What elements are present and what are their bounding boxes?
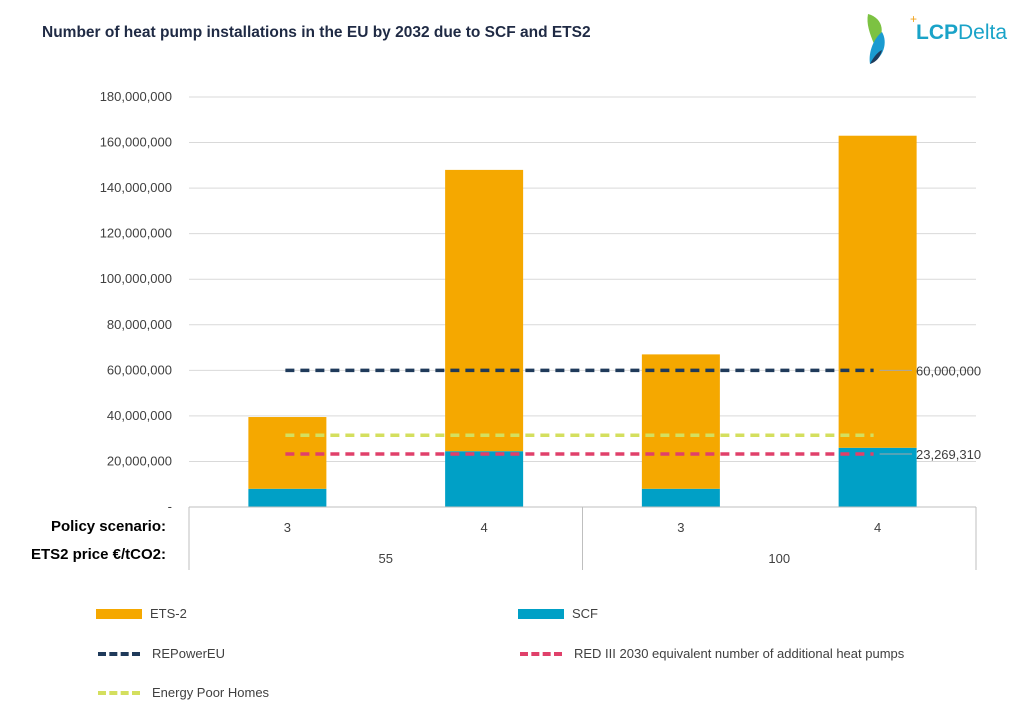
category-label: 3 xyxy=(284,520,291,535)
legend-label: REPowerEU xyxy=(152,646,225,661)
bar-ets2 xyxy=(445,169,524,452)
y-tick-label: 40,000,000 xyxy=(107,408,172,423)
legend-swatch-bar xyxy=(518,608,564,619)
category-label: 3 xyxy=(677,520,684,535)
legend-label: ETS-2 xyxy=(150,606,187,621)
legend-label: SCF xyxy=(572,606,598,621)
legend-item: Energy Poor Homes xyxy=(96,685,269,700)
bar-ets2 xyxy=(641,354,720,489)
bar-scf xyxy=(641,488,720,507)
legend-swatch-dash xyxy=(520,651,562,656)
y-tick-label: 180,000,000 xyxy=(100,89,172,104)
lcpdelta-logo: + LCPDelta xyxy=(862,10,1022,66)
chart-canvas: - 20,000,000 40,000,000 60,000,000 80,000,00… xyxy=(31,89,981,570)
y-tick-label: 80,000,000 xyxy=(107,317,172,332)
legend-item: RED III 2030 equivalent number of additi… xyxy=(518,646,904,661)
leaf-logo-icon xyxy=(867,14,885,64)
chart-title: Number of heat pump installations in the… xyxy=(42,24,591,41)
y-tick-label: 60,000,000 xyxy=(107,362,172,377)
category-label: 4 xyxy=(481,520,488,535)
policy-scenario-label: Policy scenario: xyxy=(51,518,166,535)
bar-ets2 xyxy=(838,135,917,448)
y-tick-label: 20,000,000 xyxy=(107,453,172,468)
legend-swatch-dash xyxy=(98,690,140,695)
y-tick-label: 120,000,000 xyxy=(100,226,172,241)
legend-swatch-bar xyxy=(96,608,142,619)
category-label: 4 xyxy=(874,520,881,535)
bar-scf xyxy=(445,451,524,507)
reference-line-label: 60,000,000 xyxy=(916,363,981,378)
reference-line-label: 23,269,310 xyxy=(916,447,981,462)
ets2-price-label: ETS2 price €/tCO2: xyxy=(31,546,166,563)
legend-swatch-dash xyxy=(98,651,140,656)
y-tick-label: - xyxy=(168,499,172,514)
y-tick-label: 140,000,000 xyxy=(100,180,172,195)
logo-plus: + xyxy=(910,12,918,26)
y-tick-label: 100,000,000 xyxy=(100,271,172,286)
y-tick-label: 160,000,000 xyxy=(100,135,172,150)
logo-text-delta: Delta xyxy=(958,21,1008,44)
bar-scf xyxy=(838,447,917,507)
legend-item: REPowerEU xyxy=(96,646,225,661)
group-label: 100 xyxy=(768,551,790,566)
legend-label: Energy Poor Homes xyxy=(152,685,270,700)
legend-item: ETS-2 xyxy=(96,606,187,621)
logo-text-lcp: LCP xyxy=(916,21,958,44)
group-label: 55 xyxy=(379,551,393,566)
bar-scf xyxy=(248,488,327,507)
logo-text: LCPDelta xyxy=(916,21,1007,45)
legend-item: SCF xyxy=(518,606,598,621)
legend-label: RED III 2030 equivalent number of additi… xyxy=(574,646,905,661)
